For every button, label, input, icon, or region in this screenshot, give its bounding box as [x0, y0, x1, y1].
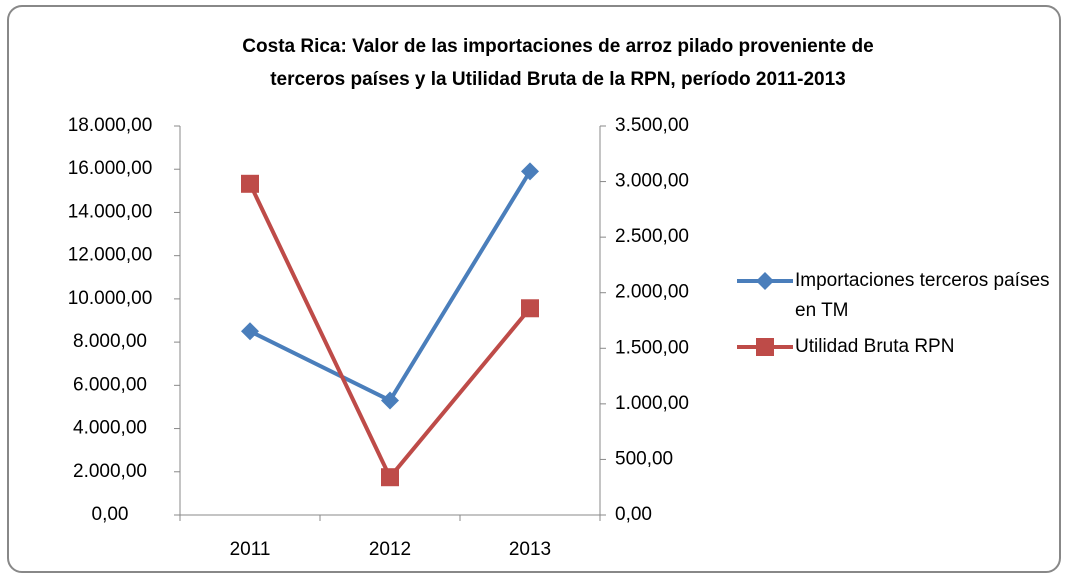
- y-tick-label: 14.000,00: [68, 201, 153, 222]
- marker: [381, 391, 399, 410]
- marker: [381, 468, 399, 487]
- y-tick-label: 8.000,00: [73, 331, 147, 352]
- x-tick-label: 2013: [509, 539, 551, 560]
- y-tick-label: 10.000,00: [68, 288, 153, 309]
- y-tick-label: 18.000,00: [68, 115, 153, 136]
- y-tick-label: 0,00: [92, 504, 129, 525]
- y2-tick-label: 3.000,00: [615, 171, 689, 192]
- y2-tick-label: 0,00: [615, 504, 652, 525]
- marker: [521, 299, 539, 318]
- marker: [756, 272, 774, 290]
- marker: [241, 174, 259, 193]
- y2-tick-label: 3.500,00: [615, 115, 689, 136]
- marker: [521, 162, 539, 181]
- legend-swatch: [737, 338, 793, 356]
- y-tick-label: 6.000,00: [73, 374, 147, 395]
- marker: [241, 322, 259, 341]
- y2-tick-label: 2.500,00: [615, 226, 689, 247]
- legend-swatch: [737, 272, 793, 290]
- legend-label: Importaciones terceros países en TM: [795, 270, 1050, 321]
- marker: [756, 338, 774, 356]
- y-tick-label: 2.000,00: [73, 461, 147, 482]
- x-tick-label: 2012: [369, 539, 411, 560]
- legend-item: Utilidad Bruta RPN: [737, 332, 1060, 362]
- chart-title: Costa Rica: Valor de las importaciones d…: [242, 36, 873, 57]
- chart-title: terceros países y la Utilidad Bruta de l…: [270, 69, 846, 90]
- y-tick-label: 16.000,00: [68, 158, 153, 179]
- chart-border: [7, 5, 1061, 573]
- y2-tick-label: 500,00: [615, 448, 673, 469]
- y-tick-label: 4.000,00: [73, 418, 147, 439]
- legend-item: Importaciones terceros países en TM: [737, 266, 1060, 326]
- y-tick-label: 12.000,00: [68, 245, 153, 266]
- x-tick-label: 2011: [230, 539, 271, 560]
- legend-label: Utilidad Bruta RPN: [795, 336, 955, 357]
- legend: Importaciones terceros países en TM Utili…: [737, 266, 1060, 368]
- y2-tick-label: 2.000,00: [615, 282, 689, 303]
- y2-tick-label: 1.500,00: [615, 337, 689, 358]
- y2-tick-label: 1.000,00: [615, 393, 689, 414]
